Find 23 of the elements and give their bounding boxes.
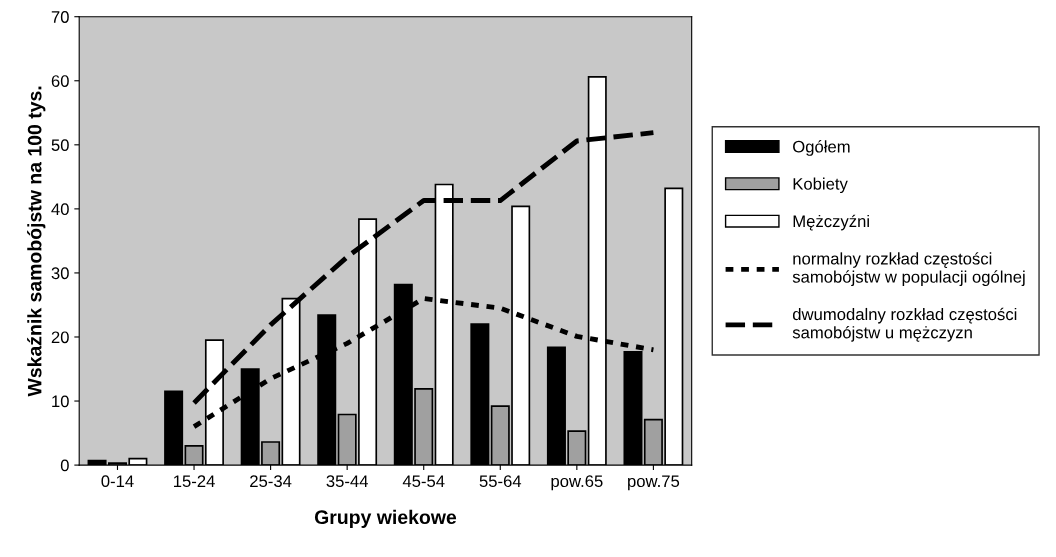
y-tick-label: 70 [51, 11, 69, 23]
x-tick-label: pow.75 [628, 475, 680, 491]
x-tick-label: 25-34 [250, 475, 292, 488]
x-tick-label: 45-54 [402, 475, 445, 488]
y-tick-label: 20 [51, 331, 69, 344]
x-tick-label: 55-64 [479, 475, 522, 488]
legend-label: dwumodalny rozkład częstości samobójstw u mężczyzn [792, 307, 1017, 342]
y-tick-label: 30 [51, 267, 69, 280]
x-tick-label: 35-44 [326, 475, 368, 488]
y-tick-label: 0 [60, 459, 69, 472]
x-tick-label: pow.65 [551, 475, 603, 491]
x-axis-title: Grupy wiekowe [314, 509, 457, 528]
y-axis-title: Wskaźnik samobójstw na 100 tys. [27, 86, 46, 397]
legend-label: Kobiety [793, 177, 848, 194]
y-tick-label: 40 [51, 203, 69, 216]
y-tick-label: 60 [51, 75, 69, 87]
x-tick-label: 0-14 [101, 475, 134, 488]
y-tick-label: 10 [52, 395, 69, 408]
y-tick-label: 50 [51, 139, 69, 152]
legend-label: Mężczyźni [793, 214, 869, 231]
legend-label: normalny rozkład częstości samobójstw w populacji ogólnej [792, 252, 1025, 287]
x-tick-label: 15-24 [174, 475, 215, 488]
legend-label: Ogółem [793, 140, 850, 156]
